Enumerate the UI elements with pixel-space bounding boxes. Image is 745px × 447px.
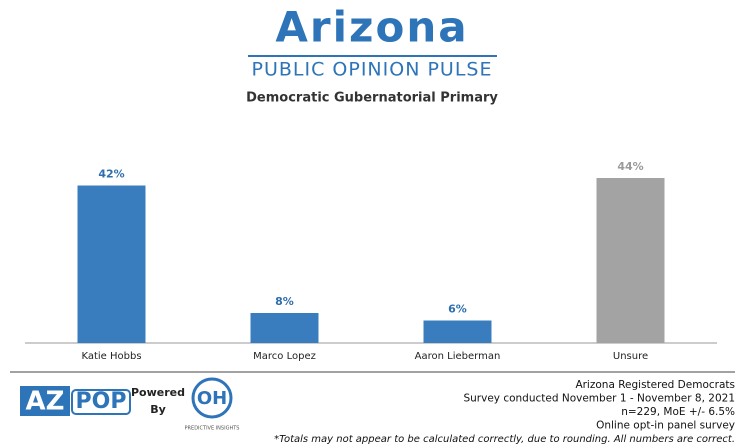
logo-title: Arizona <box>275 3 468 52</box>
logo-az: AZ <box>26 387 65 417</box>
powered: Powered <box>131 386 185 399</box>
bar <box>423 320 492 343</box>
logo-oh: OH <box>197 388 227 409</box>
x-tick-label: Katie Hobbs <box>81 351 141 362</box>
logo-ring <box>191 377 233 419</box>
note: n=229, MoE +/- 6.5% <box>621 406 735 418</box>
bar <box>250 313 319 343</box>
value-label: 44% <box>617 160 643 173</box>
logo-box <box>20 386 70 416</box>
logo-box <box>71 389 131 415</box>
note: *Totals may not appear to be calculated … <box>274 434 735 445</box>
bar <box>596 178 665 343</box>
logo-oh-sub: PREDICTIVE INSIGHTS <box>185 426 240 432</box>
x-tick-label: Aaron Lieberman <box>415 351 501 362</box>
oh-logo: OH PREDICTIVE INSIGHTS <box>185 377 240 432</box>
logo-pop: POP <box>76 389 127 414</box>
value-label: 6% <box>448 303 467 316</box>
x-tick-label: Marco Lopez <box>253 351 316 362</box>
note: Arizona Registered Democrats <box>575 379 735 391</box>
azpop-logo: AZ POP <box>20 386 131 417</box>
value-label: 8% <box>275 295 294 308</box>
by: By <box>150 403 166 416</box>
bar <box>77 185 146 343</box>
x-tick-label: Unsure <box>613 351 648 362</box>
logo-subtitle: PUBLIC OPINION PULSE <box>252 59 493 81</box>
value-label: 42% <box>98 168 124 181</box>
note: Survey conducted November 1 - November 8… <box>463 393 735 405</box>
chart-title: Democratic Gubernatorial Primary <box>246 91 498 106</box>
note: Online opt-in panel survey <box>596 420 735 432</box>
